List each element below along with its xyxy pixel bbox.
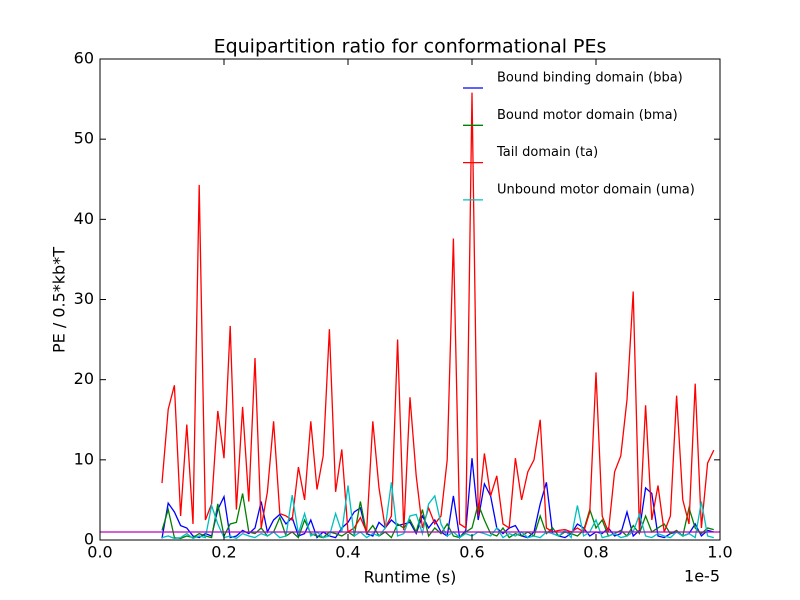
x-offset-text: 1e-5 — [684, 567, 720, 586]
data-line — [161, 458, 714, 540]
y-tick-label: 20 — [74, 369, 94, 388]
y-tick-label: 0 — [84, 530, 94, 549]
legend-label: Bound binding domain (bba) — [497, 71, 683, 86]
data-line — [161, 482, 714, 540]
y-tick-label: 30 — [74, 289, 94, 308]
x-tick-label: 1.0 — [707, 543, 732, 562]
y-tick-label: 50 — [74, 129, 94, 148]
y-axis-label: PE / 0.5*kb*T — [50, 247, 69, 353]
data-line — [161, 92, 715, 534]
x-tick-label: 0.6 — [459, 543, 484, 562]
x-tick-label: 0.0 — [87, 543, 112, 562]
y-tick-label: 60 — [74, 49, 94, 68]
y-tick-label: 10 — [74, 449, 94, 468]
legend-label: Unbound motor domain (uma) — [497, 182, 695, 197]
legend-label: Tail domain (ta) — [496, 145, 598, 160]
x-tick-label: 0.2 — [211, 543, 236, 562]
x-tick-label: 0.4 — [335, 543, 360, 562]
chart-title: Equipartition ratio for conformational P… — [214, 36, 607, 58]
x-axis-label: Runtime (s) — [364, 568, 457, 587]
legend-label: Bound motor domain (bma) — [497, 108, 678, 123]
data-line — [161, 493, 714, 540]
y-tick-label: 40 — [74, 209, 94, 228]
x-tick-label: 0.8 — [583, 543, 608, 562]
